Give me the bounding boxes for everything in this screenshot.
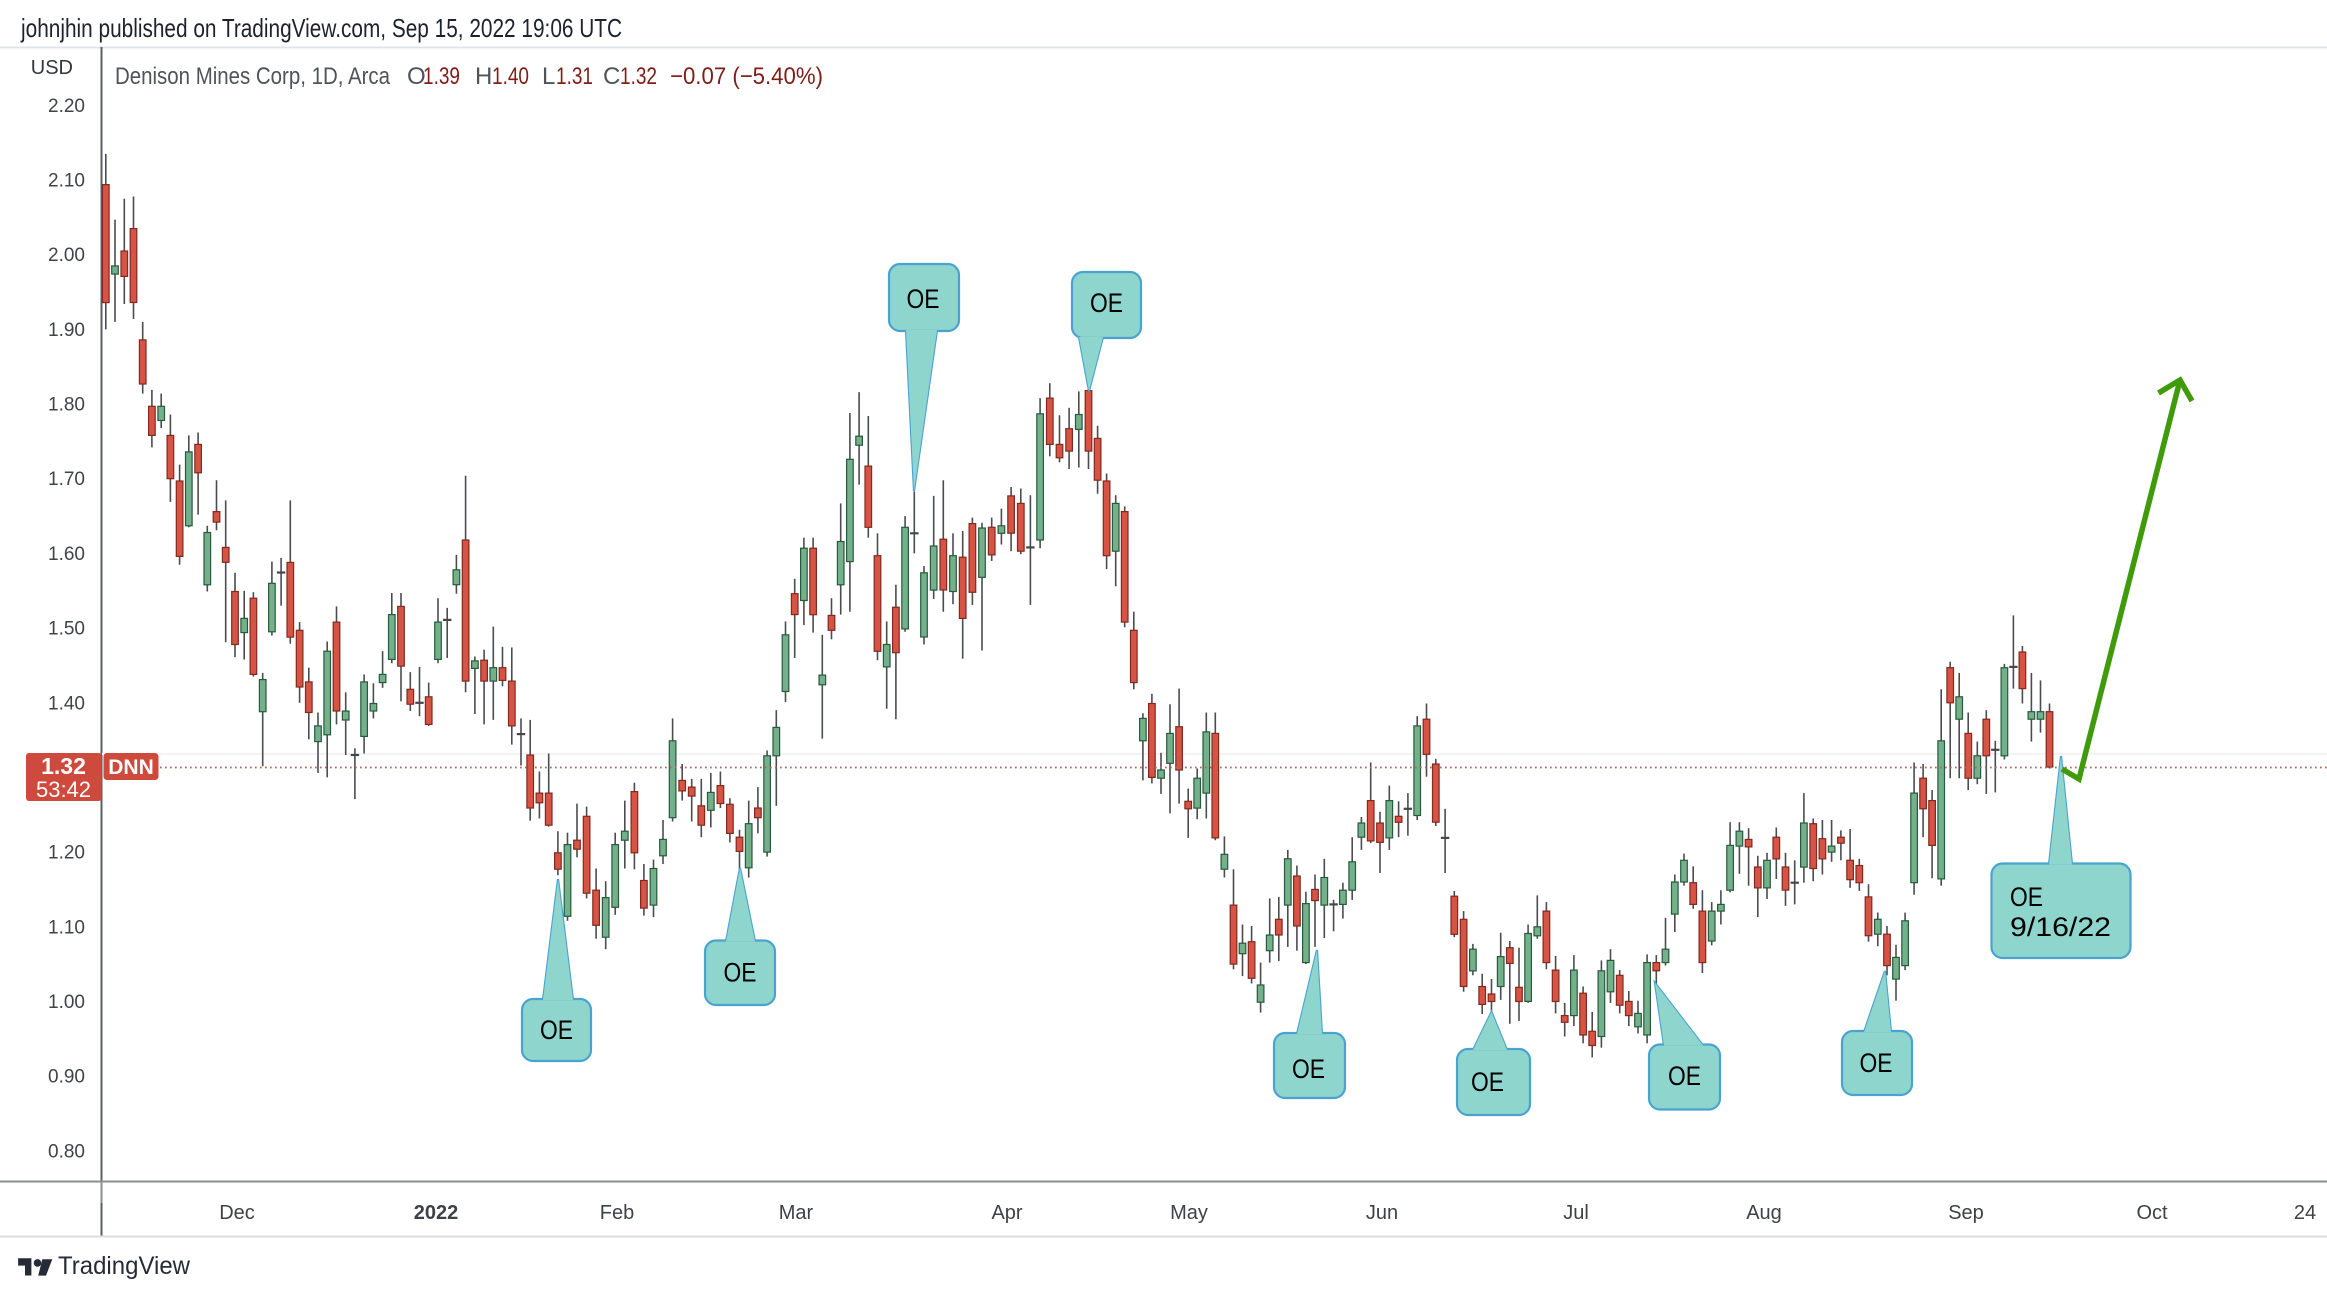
svg-text:1.50: 1.50 (48, 619, 85, 640)
svg-text:O: O (407, 63, 426, 90)
svg-text:1.40: 1.40 (492, 63, 529, 90)
svg-text:DNN: DNN (108, 756, 154, 779)
svg-text:−0.07 (−5.40%): −0.07 (−5.40%) (670, 63, 823, 90)
svg-text:Dec: Dec (219, 1202, 255, 1224)
svg-text:24: 24 (2294, 1202, 2316, 1224)
svg-text:Denison Mines Corp, 1D, Arca: Denison Mines Corp, 1D, Arca (115, 63, 391, 90)
svg-text:H: H (475, 63, 492, 90)
svg-text:OE: OE (907, 284, 940, 314)
svg-text:OE: OE (1090, 288, 1123, 318)
svg-text:Oct: Oct (2136, 1202, 2168, 1224)
svg-text:Aug: Aug (1746, 1202, 1782, 1224)
svg-text:Jul: Jul (1563, 1202, 1589, 1224)
svg-text:2.20: 2.20 (48, 96, 85, 117)
svg-text:2.00: 2.00 (48, 245, 85, 266)
svg-text:OE: OE (1668, 1061, 1701, 1091)
svg-text:Apr: Apr (991, 1202, 1022, 1224)
svg-text:0.80: 0.80 (48, 1141, 85, 1162)
svg-text:1.20: 1.20 (48, 843, 85, 864)
svg-text:Feb: Feb (600, 1202, 634, 1224)
svg-text:53:42: 53:42 (36, 777, 91, 802)
svg-text:OE: OE (2010, 882, 2043, 912)
svg-text:TradingView: TradingView (58, 1252, 191, 1280)
svg-text:1.80: 1.80 (48, 395, 85, 416)
svg-text:Mar: Mar (779, 1202, 814, 1224)
svg-text:OE: OE (1292, 1054, 1325, 1084)
svg-text:0.90: 0.90 (48, 1067, 85, 1088)
svg-text:Sep: Sep (1948, 1202, 1984, 1224)
svg-text:OE: OE (1860, 1048, 1893, 1078)
svg-text:1.40: 1.40 (48, 693, 85, 714)
svg-text:1.70: 1.70 (48, 469, 85, 490)
svg-text:1.10: 1.10 (48, 917, 85, 938)
svg-text:1.60: 1.60 (48, 544, 85, 565)
svg-text:1.31: 1.31 (556, 63, 593, 90)
svg-text:2022: 2022 (414, 1202, 459, 1224)
svg-text:May: May (1170, 1202, 1208, 1224)
svg-text:1.90: 1.90 (48, 320, 85, 341)
svg-text:Jun: Jun (1366, 1202, 1398, 1224)
svg-text:OE: OE (540, 1015, 573, 1045)
svg-text:OE: OE (724, 958, 757, 988)
svg-text:1.32: 1.32 (41, 753, 86, 779)
svg-text:C: C (603, 63, 620, 90)
svg-text:OE: OE (1471, 1067, 1504, 1097)
svg-text:USD: USD (31, 57, 73, 79)
svg-text:1.00: 1.00 (48, 992, 85, 1013)
svg-text:9/16/22: 9/16/22 (2010, 912, 2111, 942)
svg-text:johnjhin published on TradingV: johnjhin published on TradingView.com, S… (20, 13, 622, 43)
svg-text:2.10: 2.10 (48, 171, 85, 192)
svg-text:1.39: 1.39 (423, 63, 460, 90)
svg-text:L: L (542, 63, 555, 90)
svg-text:1.32: 1.32 (620, 63, 657, 90)
